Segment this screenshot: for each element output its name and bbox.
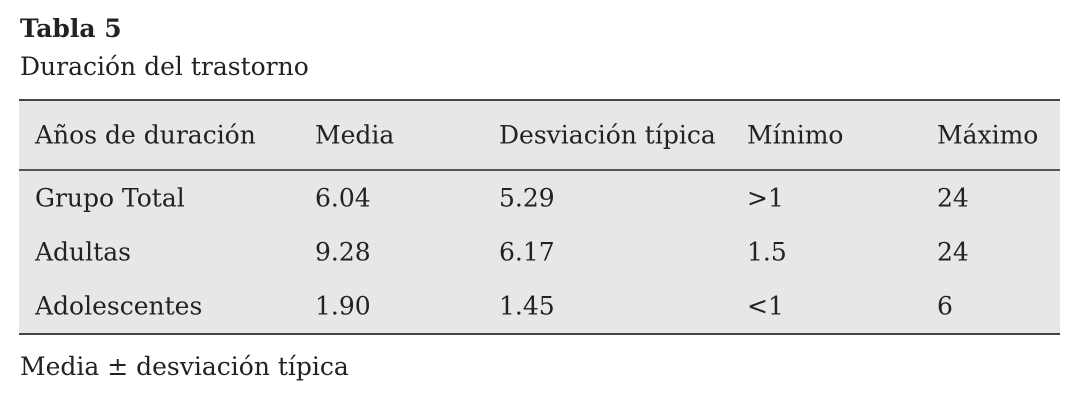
table-row: Adolescentes 1.90 1.45 <1 6 <box>19 279 1060 333</box>
table-row: Grupo Total 6.04 5.29 >1 24 <box>19 171 1060 225</box>
table-cell: <1 <box>747 291 784 321</box>
table-note: Media ± desviación típica <box>20 352 349 381</box>
table-cell: 5.29 <box>499 183 555 213</box>
table-cell: >1 <box>747 183 784 213</box>
table-cell: 1.45 <box>499 291 555 321</box>
table-cell: 9.28 <box>315 237 371 267</box>
table-cell: Adolescentes <box>35 291 203 321</box>
table-label: Tabla 5 <box>20 14 122 43</box>
header-cell: Desviación típica <box>499 120 716 150</box>
header-cell: Mínimo <box>747 120 844 150</box>
header-cell: Años de duración <box>35 120 256 150</box>
header-cell: Media <box>315 120 395 150</box>
table-row: Adultas 9.28 6.17 1.5 24 <box>19 225 1060 279</box>
table-cell: 24 <box>937 237 969 267</box>
table-cell: 6.04 <box>315 183 371 213</box>
header-cell: Máximo <box>937 120 1039 150</box>
table-cell: Grupo Total <box>35 183 185 213</box>
table-cell: 24 <box>937 183 969 213</box>
table-cell: 1.90 <box>315 291 371 321</box>
table-cell: 1.5 <box>747 237 787 267</box>
header-row: Años de duración Media Desviación típica Mí… <box>19 101 1060 171</box>
table-cell: 6.17 <box>499 237 555 267</box>
table-cell: 6 <box>937 291 953 321</box>
table: Años de duración Media Desviación típica Mí… <box>19 99 1060 335</box>
table-title: Duración del trastorno <box>20 52 309 81</box>
table-cell: Adultas <box>35 237 131 267</box>
